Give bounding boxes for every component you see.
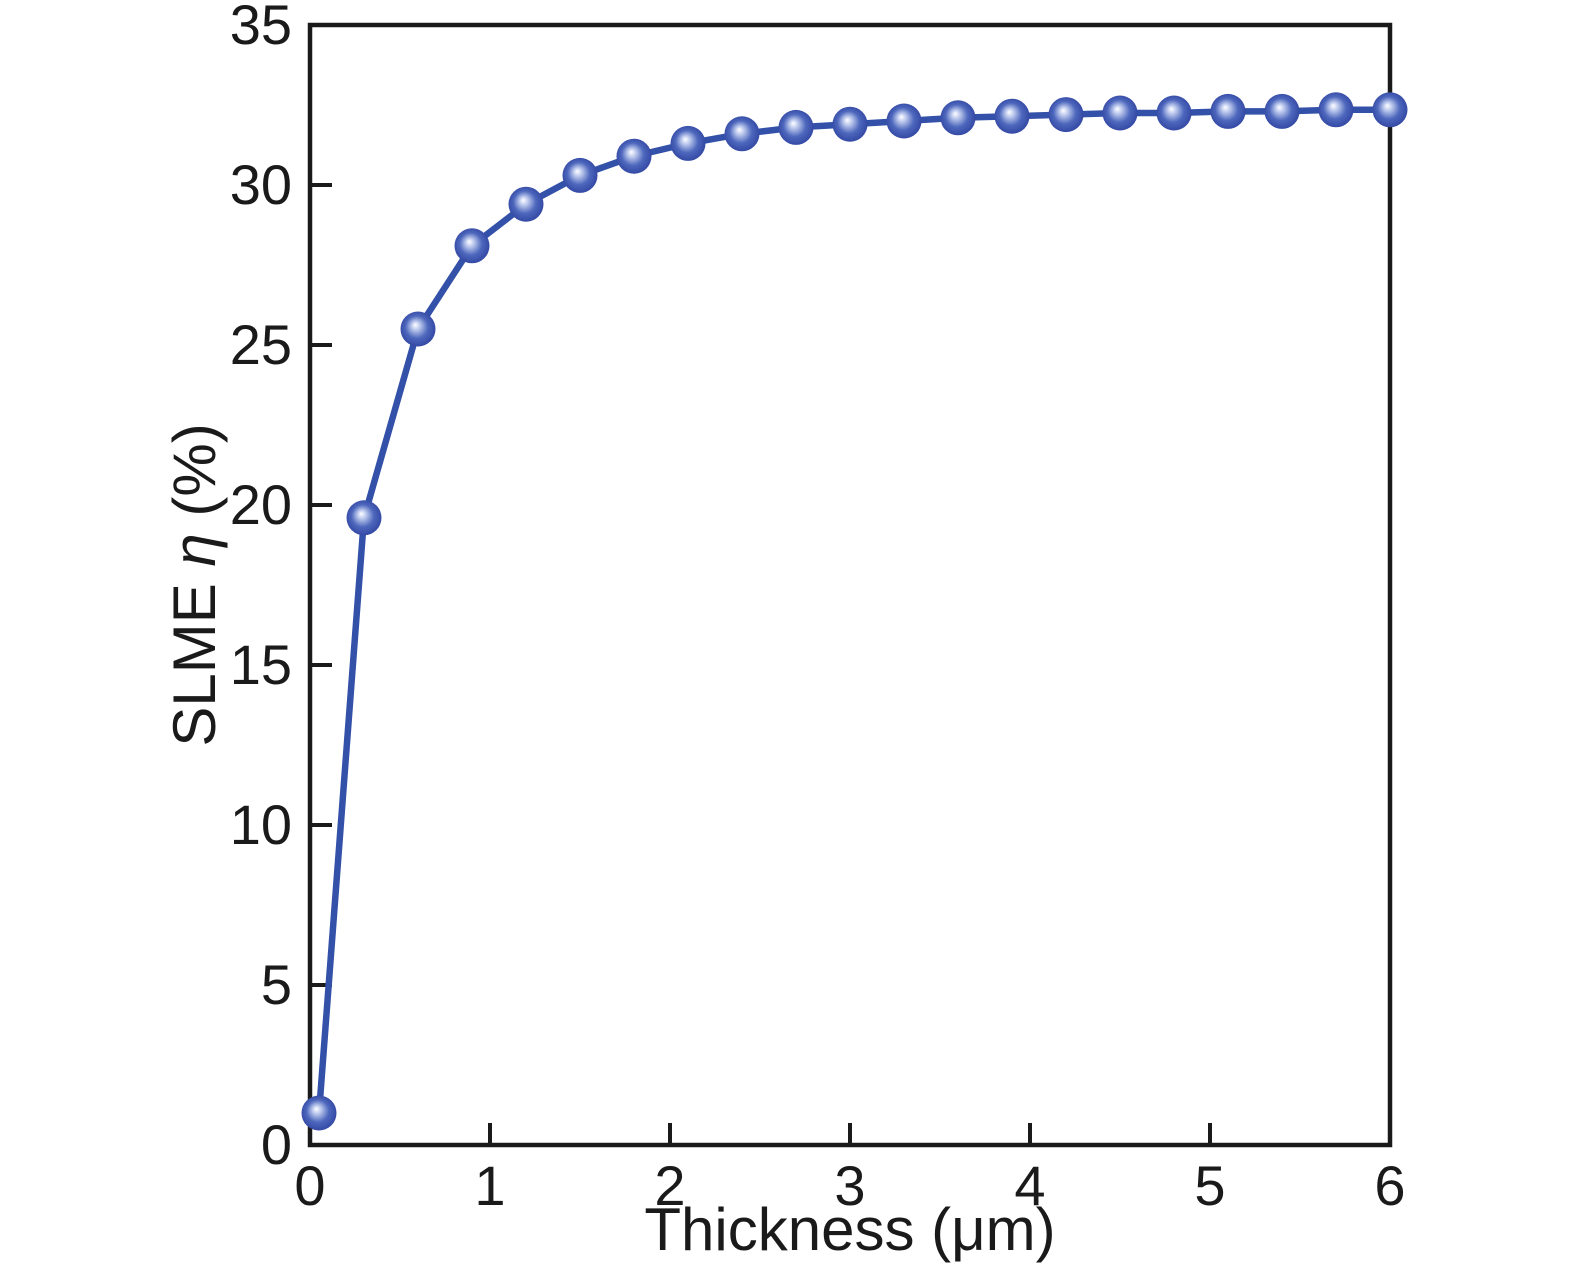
- y-tick-label: 20: [230, 473, 292, 536]
- data-point-marker: [1156, 95, 1192, 131]
- data-point-marker: [832, 106, 868, 142]
- x-tick-label: 5: [1194, 1154, 1225, 1217]
- y-tick-label: 5: [261, 953, 292, 1016]
- x-tick-label: 3: [834, 1154, 865, 1217]
- data-point-marker: [1318, 92, 1354, 128]
- x-tick-label: 4: [1014, 1154, 1045, 1217]
- data-point-marker: [994, 98, 1030, 134]
- x-axis-label-text: Thickness (μm): [644, 1196, 1056, 1263]
- y-axis-label: SLME η (%): [161, 423, 228, 746]
- y-axis-label-suffix: (%): [161, 423, 228, 534]
- data-point-marker: [724, 116, 760, 152]
- data-point-marker: [616, 138, 652, 174]
- data-point-marker: [886, 103, 922, 139]
- data-point-marker: [562, 157, 598, 193]
- data-point-marker: [778, 109, 814, 145]
- y-tick-label: 35: [230, 0, 292, 56]
- x-tick-label: 1: [474, 1154, 505, 1217]
- data-point-marker: [1210, 93, 1246, 129]
- data-point-marker: [301, 1095, 337, 1131]
- y-tick-label: 25: [230, 313, 292, 376]
- data-point-marker: [346, 500, 382, 536]
- x-tick-label: 6: [1374, 1154, 1405, 1217]
- x-axis-label: Thickness (μm): [310, 1200, 1390, 1260]
- data-point-marker: [1102, 95, 1138, 131]
- y-tick-label: 30: [230, 153, 292, 216]
- y-tick-label: 15: [230, 633, 292, 696]
- plot-frame: [307, 22, 1393, 1148]
- data-point-marker: [1372, 92, 1408, 128]
- x-tick-label: 2: [654, 1154, 685, 1217]
- data-point-marker: [1264, 93, 1300, 129]
- y-tick-label: 0: [261, 1113, 292, 1176]
- data-point-marker: [508, 186, 544, 222]
- data-point-marker: [400, 311, 436, 347]
- y-axis-label-eta: η: [161, 533, 228, 567]
- data-point-marker: [670, 125, 706, 161]
- y-axis-label-prefix: SLME: [161, 566, 228, 747]
- data-point-marker: [940, 100, 976, 136]
- data-point-marker: [1048, 97, 1084, 133]
- x-tick-label: 0: [294, 1154, 325, 1217]
- y-tick-label: 10: [230, 793, 292, 856]
- data-point-marker: [454, 228, 490, 264]
